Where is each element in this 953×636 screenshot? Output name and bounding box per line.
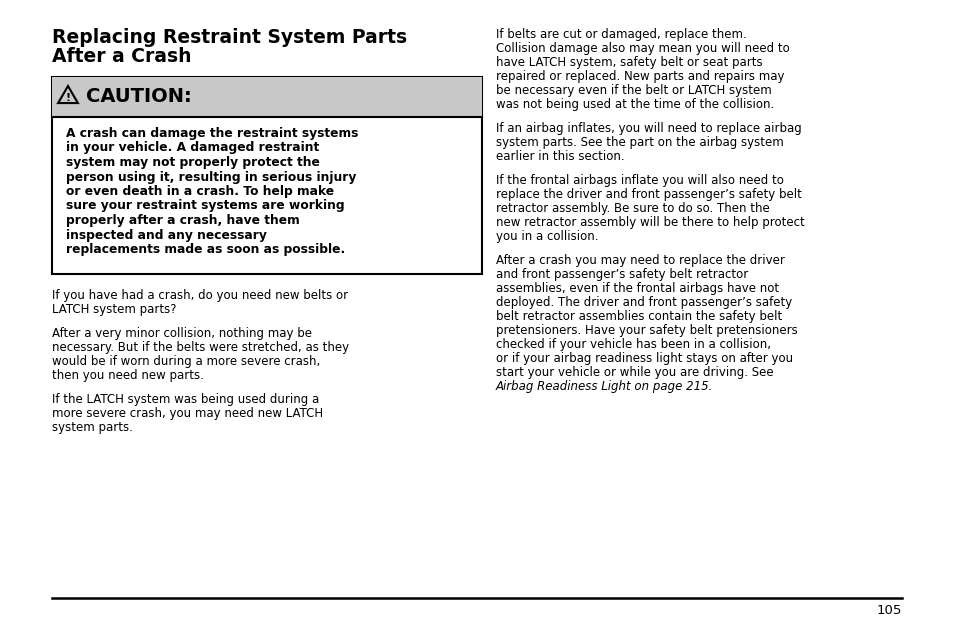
- Text: After a crash you may need to replace the driver: After a crash you may need to replace th…: [496, 254, 784, 267]
- Text: system parts.: system parts.: [52, 422, 132, 434]
- Text: new retractor assembly will be there to help protect: new retractor assembly will be there to …: [496, 216, 804, 229]
- Text: If an airbag inflates, you will need to replace airbag: If an airbag inflates, you will need to …: [496, 122, 801, 135]
- Text: After a Crash: After a Crash: [52, 47, 192, 66]
- Text: and front passenger’s safety belt retractor: and front passenger’s safety belt retrac…: [496, 268, 747, 281]
- Text: replacements made as soon as possible.: replacements made as soon as possible.: [66, 243, 345, 256]
- Text: be necessary even if the belt or LATCH system: be necessary even if the belt or LATCH s…: [496, 84, 771, 97]
- Text: system may not properly protect the: system may not properly protect the: [66, 156, 319, 169]
- Text: then you need new parts.: then you need new parts.: [52, 370, 204, 382]
- Text: or even death in a crash. To help make: or even death in a crash. To help make: [66, 185, 334, 198]
- Text: If you have had a crash, do you need new belts or: If you have had a crash, do you need new…: [52, 289, 348, 303]
- Text: retractor assembly. Be sure to do so. Then the: retractor assembly. Be sure to do so. Th…: [496, 202, 769, 215]
- Bar: [52, 77, 481, 117]
- Text: system parts. See the part on the airbag system: system parts. See the part on the airbag…: [496, 136, 783, 149]
- Text: Replacing Restraint System Parts: Replacing Restraint System Parts: [52, 28, 407, 47]
- Text: start your vehicle or while you are driving. See: start your vehicle or while you are driv…: [496, 366, 773, 379]
- Text: belt retractor assemblies contain the safety belt: belt retractor assemblies contain the sa…: [496, 310, 781, 323]
- Text: pretensioners. Have your safety belt pretensioners: pretensioners. Have your safety belt pre…: [496, 324, 797, 337]
- Text: After a very minor collision, nothing may be: After a very minor collision, nothing ma…: [52, 328, 312, 340]
- Text: replace the driver and front passenger’s safety belt: replace the driver and front passenger’s…: [496, 188, 801, 201]
- Text: deployed. The driver and front passenger’s safety: deployed. The driver and front passenger…: [496, 296, 791, 309]
- Text: you in a collision.: you in a collision.: [496, 230, 598, 243]
- Text: have LATCH system, safety belt or seat parts: have LATCH system, safety belt or seat p…: [496, 56, 761, 69]
- Text: repaired or replaced. New parts and repairs may: repaired or replaced. New parts and repa…: [496, 70, 783, 83]
- Text: person using it, resulting in serious injury: person using it, resulting in serious in…: [66, 170, 356, 184]
- Bar: [52, 77, 481, 273]
- Text: necessary. But if the belts were stretched, as they: necessary. But if the belts were stretch…: [52, 342, 349, 354]
- Text: inspected and any necessary: inspected and any necessary: [66, 228, 267, 242]
- Text: If the frontal airbags inflate you will also need to: If the frontal airbags inflate you will …: [496, 174, 783, 187]
- Text: would be if worn during a more severe crash,: would be if worn during a more severe cr…: [52, 356, 320, 368]
- Text: assemblies, even if the frontal airbags have not: assemblies, even if the frontal airbags …: [496, 282, 779, 295]
- Text: Collision damage also may mean you will need to: Collision damage also may mean you will …: [496, 42, 789, 55]
- Text: A crash can damage the restraint systems: A crash can damage the restraint systems: [66, 127, 358, 140]
- Text: was not being used at the time of the collision.: was not being used at the time of the co…: [496, 98, 774, 111]
- Text: more severe crash, you may need new LATCH: more severe crash, you may need new LATC…: [52, 408, 323, 420]
- Text: If the LATCH system was being used during a: If the LATCH system was being used durin…: [52, 394, 319, 406]
- Text: or if your airbag readiness light stays on after you: or if your airbag readiness light stays …: [496, 352, 792, 365]
- Text: properly after a crash, have them: properly after a crash, have them: [66, 214, 299, 227]
- Text: in your vehicle. A damaged restraint: in your vehicle. A damaged restraint: [66, 141, 319, 155]
- Text: LATCH system parts?: LATCH system parts?: [52, 303, 176, 317]
- Text: If belts are cut or damaged, replace them.: If belts are cut or damaged, replace the…: [496, 28, 746, 41]
- Text: CAUTION:: CAUTION:: [86, 88, 192, 106]
- Text: sure your restraint systems are working: sure your restraint systems are working: [66, 200, 344, 212]
- Text: earlier in this section.: earlier in this section.: [496, 150, 624, 163]
- Text: !: !: [66, 93, 71, 103]
- Text: checked if your vehicle has been in a collision,: checked if your vehicle has been in a co…: [496, 338, 770, 351]
- Text: 105: 105: [876, 604, 901, 617]
- Text: Airbag Readiness Light on page 215.: Airbag Readiness Light on page 215.: [496, 380, 713, 393]
